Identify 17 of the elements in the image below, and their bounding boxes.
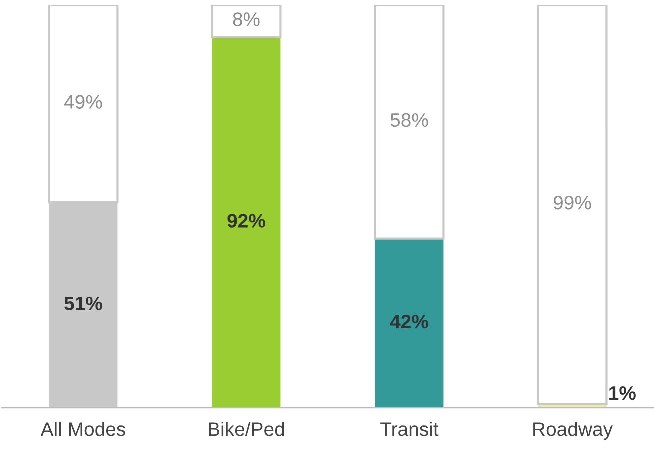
data-label: 42% xyxy=(390,314,428,329)
x-tick-label: Bike/Ped xyxy=(209,422,284,436)
bar xyxy=(537,5,608,406)
bar xyxy=(211,5,282,38)
data-label: 1% xyxy=(610,386,636,400)
data-label: 49% xyxy=(64,95,102,109)
bar xyxy=(375,238,444,408)
data-label: 58% xyxy=(390,113,428,128)
bar xyxy=(374,5,445,240)
x-tick-label: Roadway xyxy=(534,422,613,440)
data-label: 51% xyxy=(64,296,102,311)
bar xyxy=(212,37,281,408)
x-tick-label: All Modes xyxy=(40,422,126,436)
x-tick-label: Transit xyxy=(380,422,439,436)
data-label: 92% xyxy=(228,214,266,228)
data-label: 8% xyxy=(233,12,260,26)
data-label: 99% xyxy=(554,196,592,210)
